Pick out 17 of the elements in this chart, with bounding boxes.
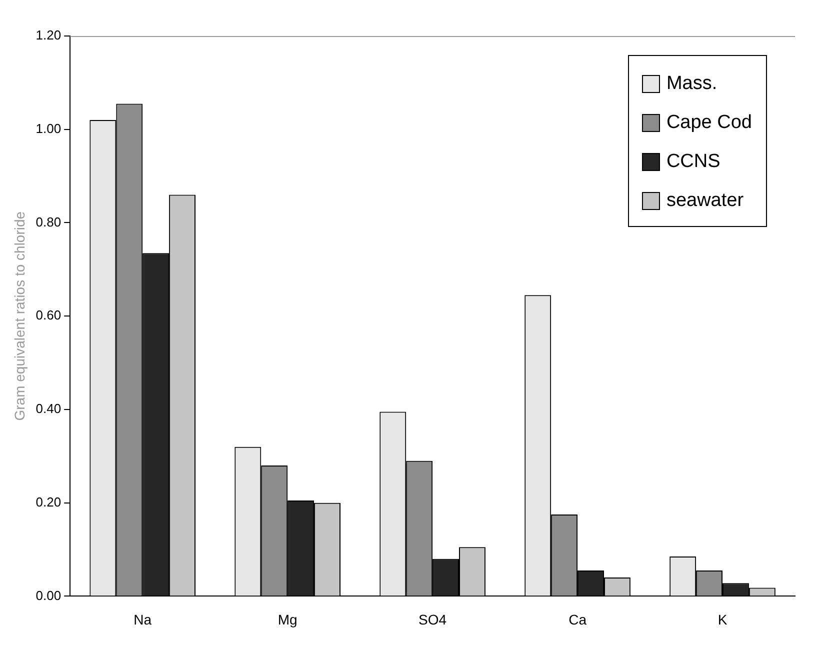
x-tick-label: Ca bbox=[568, 611, 587, 628]
x-tick-label: SO4 bbox=[418, 611, 447, 628]
legend-label: seawater bbox=[666, 190, 744, 212]
legend-label: Cape Cod bbox=[666, 112, 752, 134]
x-tick-label: Na bbox=[134, 611, 152, 628]
y-tick-label: 0.60 bbox=[36, 308, 62, 323]
legend-label: CCNS bbox=[666, 150, 720, 172]
y-tick-label: 0.00 bbox=[36, 588, 62, 603]
y-tick-label: 1.20 bbox=[36, 28, 62, 43]
x-tick-label: Mg bbox=[278, 611, 298, 628]
y-tick-label: 1.00 bbox=[36, 120, 62, 136]
x-tick-label: K bbox=[718, 611, 728, 628]
legend-label: Mass. bbox=[666, 72, 718, 94]
y-tick-label: 0.40 bbox=[36, 401, 62, 416]
y-tick-label: 0.80 bbox=[36, 214, 62, 230]
y-tick-label: 0.20 bbox=[36, 494, 62, 510]
y-axis-title: Gram equivalent ratios to chloride bbox=[11, 211, 28, 421]
